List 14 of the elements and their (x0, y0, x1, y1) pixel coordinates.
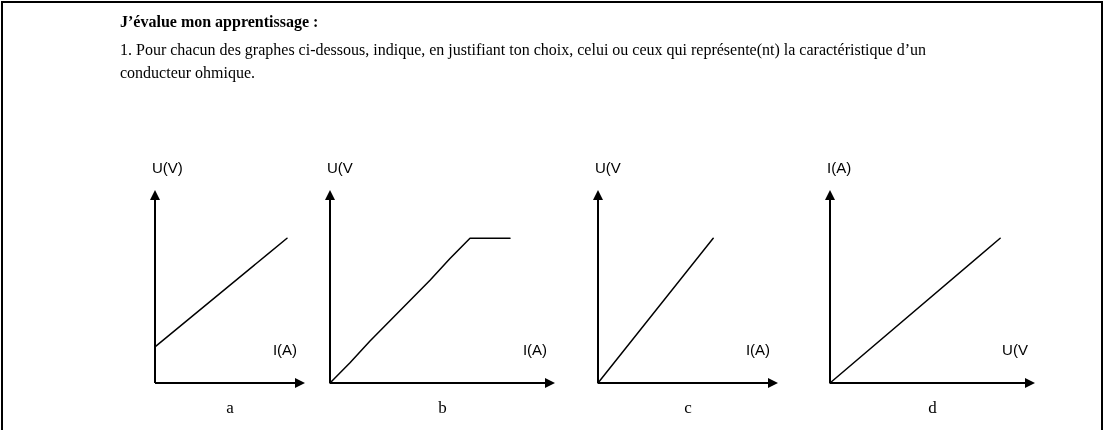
text: 1. Pour chacun des graphes ci-dessous, indique, en justifiant ton choix, celui ou ceux qui représente(nt) la caractéristique d’un conducteur ohmique. (120, 40, 927, 84)
y-axis-title: U(V (327, 159, 353, 176)
y-axis-title: U(V (595, 159, 621, 176)
text: a (226, 398, 235, 417)
x-axis-title: I(A) (745, 341, 771, 358)
y-axis-title: U(V) (152, 159, 183, 176)
x-axis-title: I(A) (522, 341, 548, 358)
text: d (928, 398, 938, 417)
x-axis-title: I(A) (272, 341, 298, 358)
text: b (438, 398, 447, 417)
text: J’évalue mon apprentissage : (120, 13, 319, 31)
y-axis-title: I(A) (827, 159, 852, 176)
x-axis-title: U(V (1002, 341, 1028, 358)
text: c (684, 398, 693, 417)
